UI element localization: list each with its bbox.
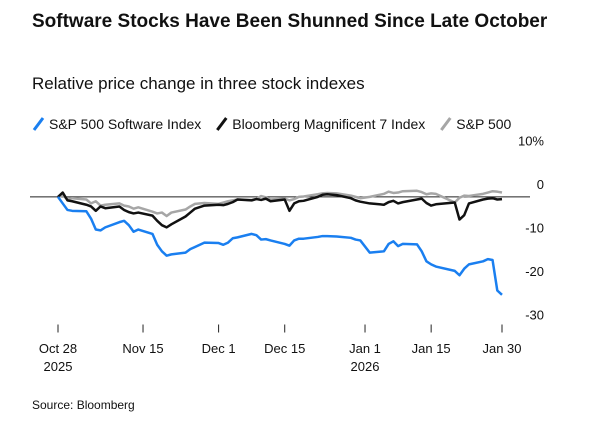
y-tick-label: 10% [518, 133, 544, 148]
x-tick-label: Jan 30 [482, 341, 521, 356]
x-tick-label: Dec 15 [264, 341, 305, 356]
x-tick-label: Jan 1 [349, 341, 381, 356]
chart-subtitle: Relative price change in three stock ind… [32, 74, 365, 93]
x-tick-year: 2025 [44, 359, 73, 374]
series-line [56, 196, 503, 296]
legend-swatch [32, 117, 45, 131]
x-tick-label: Nov 15 [122, 341, 163, 356]
x-tick-year: 2026 [351, 359, 380, 374]
x-tick-label: Jan 15 [412, 341, 451, 356]
legend-label: Bloomberg Magnificent 7 Index [232, 116, 425, 132]
y-tick-label: -20 [525, 264, 544, 279]
x-tick-label: Dec 1 [202, 341, 236, 356]
legend-swatch [440, 117, 452, 131]
chart-title: Software Stocks Have Been Shunned Since … [32, 11, 548, 32]
series-line [57, 191, 503, 229]
source: Source: Bloomberg [32, 398, 135, 412]
x-tick-label: Oct 28 [39, 341, 77, 356]
legend-label: S&P 500 Software Index [49, 116, 201, 132]
series-line [57, 189, 503, 218]
legend-label: S&P 500 [456, 116, 511, 132]
y-tick-label: 0 [537, 177, 544, 192]
legend-swatch [216, 117, 228, 131]
y-tick-label: -30 [525, 308, 544, 323]
y-tick-label: -10 [525, 220, 544, 235]
